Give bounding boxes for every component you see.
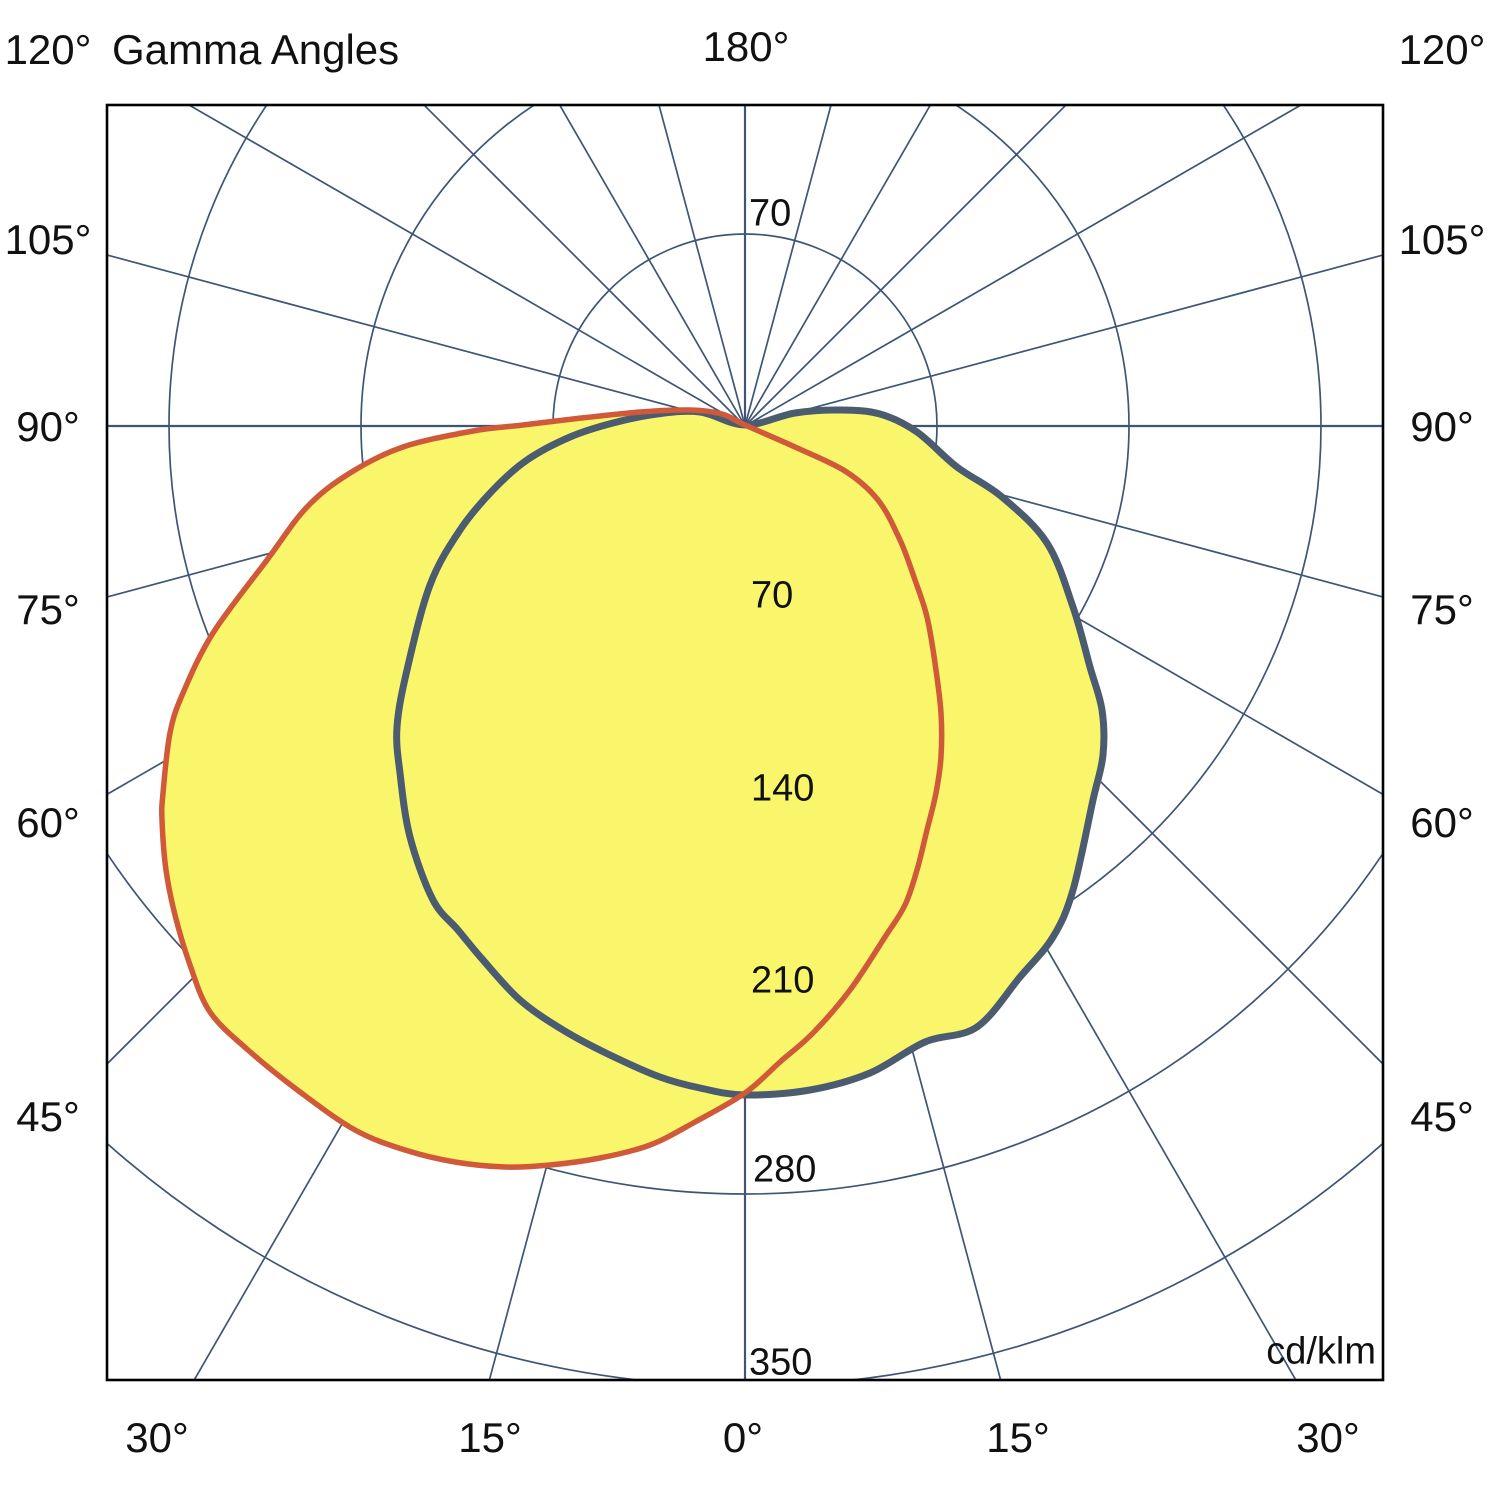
gamma-grid-ray: [187, 105, 746, 427]
gamma-label-left: 45°: [16, 1093, 80, 1140]
ring-value-label: 70: [749, 192, 792, 235]
ring-value-label: 210: [751, 959, 815, 1002]
gamma-label-bottom: 15°: [458, 1414, 522, 1461]
ring-value-label: 280: [753, 1148, 817, 1191]
gamma-label-left: 90°: [16, 403, 80, 450]
gamma-grid-ray: [107, 254, 746, 427]
gamma-label-left: 60°: [16, 799, 80, 846]
ring-value-label: 70: [751, 574, 794, 617]
plot-border: [105, 103, 1385, 1382]
gamma-label-bottom: 15°: [986, 1414, 1050, 1461]
gamma-label-right: 60°: [1410, 799, 1474, 846]
gamma-label-bottom: 0°: [722, 1414, 764, 1461]
gamma-grid-ray: [658, 105, 746, 427]
gamma-grid-ray: [744, 254, 1383, 427]
gamma-label-right: 90°: [1410, 403, 1474, 450]
blue-intensity-curve: [393, 406, 1108, 1099]
gamma-label-bottom: 30°: [125, 1414, 189, 1461]
gamma-label-left: 75°: [16, 586, 80, 633]
gamma-grid-ray: [744, 105, 932, 427]
gamma-label-top-180: 180°: [702, 23, 790, 70]
gamma-label-left: 120°: [4, 26, 92, 73]
gamma-label-left: 105°: [4, 216, 92, 263]
gamma-grid-ray: [744, 105, 832, 427]
gamma-label-right: 75°: [1410, 586, 1474, 633]
ring-value-label: 140: [751, 767, 815, 810]
gamma-label-bottom: 30°: [1296, 1414, 1360, 1461]
gamma-grid-ray: [744, 105, 1068, 427]
gamma-grid-ray: [422, 105, 746, 427]
ring-value-label: 350: [749, 1341, 813, 1384]
unit-label: cd/klm: [1266, 1330, 1376, 1373]
gamma-grid-ray: [558, 105, 746, 427]
chart-title: Gamma Angles: [112, 26, 400, 73]
gamma-label-right: 120°: [1398, 26, 1486, 73]
gamma-grid-ray: [744, 425, 1383, 598]
gamma-label-right: 45°: [1410, 1093, 1474, 1140]
gamma-grid-ray: [744, 105, 1303, 427]
red-intensity-curve: [159, 407, 945, 1170]
intensity-fill: [161, 409, 1104, 1168]
gamma-label-right: 105°: [1398, 216, 1486, 263]
